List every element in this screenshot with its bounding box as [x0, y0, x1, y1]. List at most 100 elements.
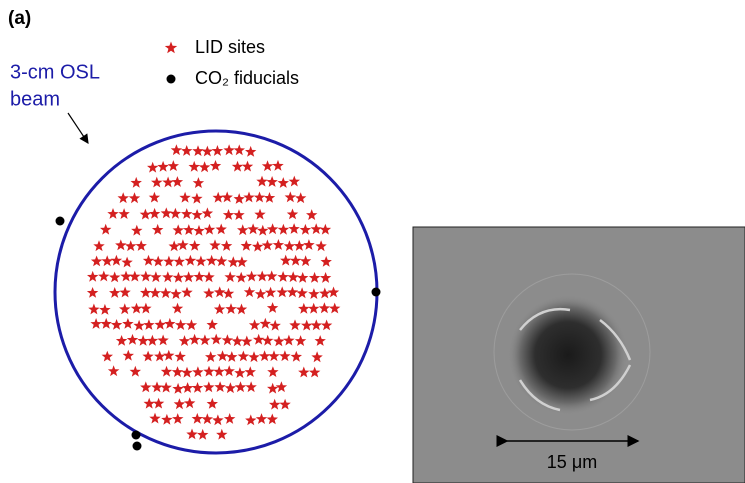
- lid-star: [172, 413, 184, 424]
- lid-star: [157, 335, 168, 346]
- lid-star: [154, 351, 165, 362]
- lid-star: [262, 160, 274, 171]
- lid-star: [308, 303, 319, 314]
- lid-star: [224, 271, 236, 282]
- lid-star: [93, 240, 104, 251]
- lid-star: [155, 319, 166, 330]
- lid-star: [278, 177, 290, 188]
- lid-star: [216, 256, 227, 267]
- lid-star: [245, 414, 256, 425]
- lid-star: [87, 287, 98, 298]
- lid-star: [203, 366, 214, 377]
- lid-star: [150, 287, 161, 298]
- crater: [508, 295, 628, 415]
- lid-star: [280, 255, 291, 266]
- lid-star: [119, 303, 131, 314]
- lid-star: [228, 256, 239, 267]
- lid-star: [123, 350, 134, 361]
- lid-star: [107, 208, 118, 219]
- lid-star: [234, 193, 245, 204]
- lid-star: [169, 240, 180, 251]
- lid-star: [143, 255, 154, 266]
- lid-star: [183, 224, 194, 235]
- lid-star: [319, 288, 330, 299]
- lid-star: [151, 381, 162, 392]
- lid-star: [269, 320, 281, 331]
- lid-star: [115, 239, 127, 250]
- lid-star: [266, 270, 277, 281]
- lid-star: [161, 207, 172, 218]
- lid-star: [118, 208, 129, 219]
- lid-star: [224, 413, 236, 424]
- lid-star: [131, 177, 142, 188]
- lid-star: [121, 257, 132, 268]
- lid-star: [179, 335, 190, 346]
- lid-star: [173, 224, 184, 235]
- lid-star: [262, 240, 273, 251]
- panel-label: (a): [8, 8, 31, 29]
- lid-star: [192, 413, 203, 424]
- lid-star: [149, 413, 160, 424]
- lid-star: [189, 161, 200, 172]
- lid-star: [170, 288, 181, 299]
- lid-star: [144, 398, 155, 409]
- lid-star: [300, 255, 311, 266]
- fiducial: [133, 442, 142, 451]
- lid-star: [179, 192, 191, 203]
- lid-star: [321, 320, 332, 331]
- lid-star: [289, 176, 300, 187]
- lid-star: [267, 302, 278, 313]
- lid-star: [142, 351, 153, 362]
- lid-star: [295, 192, 306, 203]
- lid-star: [186, 319, 198, 330]
- lid-star: [214, 303, 225, 314]
- lid-star: [243, 192, 254, 203]
- lid-star: [246, 271, 257, 282]
- lid-star: [244, 286, 255, 297]
- lid-star: [217, 350, 228, 361]
- lid-star: [147, 162, 158, 173]
- lid-star: [257, 225, 269, 236]
- lid-star: [267, 223, 278, 234]
- lid-star: [272, 160, 283, 171]
- lid-star: [221, 240, 232, 251]
- lid-star: [236, 256, 247, 267]
- lid-star: [298, 303, 309, 314]
- lid-star: [125, 240, 136, 251]
- lid-star: [279, 399, 290, 410]
- lid-star: [108, 365, 120, 376]
- lid-star: [320, 224, 331, 235]
- lid-star: [315, 335, 326, 346]
- lid-star: [174, 256, 185, 267]
- lid-star: [177, 239, 188, 250]
- lid-star: [207, 319, 218, 330]
- beam-arrow: [68, 113, 88, 143]
- lid-star: [311, 223, 322, 234]
- lid-star: [276, 381, 287, 392]
- lid-star: [205, 351, 216, 362]
- lid-star: [162, 177, 174, 188]
- lid-star: [149, 208, 160, 219]
- lid-star: [151, 177, 163, 188]
- lid-star: [162, 271, 173, 282]
- legend-text: LID sites: [195, 37, 265, 57]
- lid-star: [236, 304, 247, 315]
- lid-star: [185, 255, 196, 266]
- lid-star: [87, 271, 98, 282]
- lid-star: [238, 351, 250, 362]
- lid-star: [203, 288, 215, 299]
- lid-star: [234, 144, 245, 155]
- beam-label: beam: [10, 88, 60, 110]
- lid-star: [321, 256, 332, 267]
- lid-star: [233, 209, 244, 220]
- lid-star: [252, 241, 263, 252]
- fiducial: [372, 288, 381, 297]
- lid-star: [212, 414, 223, 425]
- lid-star: [109, 272, 120, 283]
- scale-label: 15 μm: [547, 452, 597, 472]
- lid-star: [254, 209, 265, 220]
- lid-star: [160, 382, 172, 393]
- lid-star: [237, 224, 248, 235]
- lid-star: [181, 145, 192, 156]
- lid-star: [254, 192, 265, 203]
